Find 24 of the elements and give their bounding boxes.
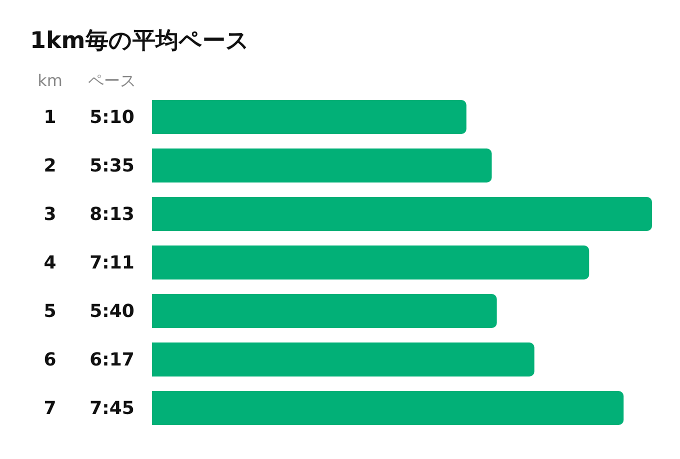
y-tick-label: 1 bbox=[44, 107, 56, 128]
data-label: 8:13 bbox=[90, 204, 134, 225]
data-label: 5:10 bbox=[90, 107, 134, 128]
y-tick-label: 7 bbox=[44, 398, 56, 419]
bar bbox=[152, 342, 534, 376]
y-tick-label: 3 bbox=[44, 204, 56, 225]
bar bbox=[152, 294, 497, 328]
y-tick-label: 2 bbox=[44, 156, 56, 176]
y-axis-title: km bbox=[38, 71, 62, 90]
y-tick-label: 4 bbox=[44, 252, 56, 274]
text: ペース bbox=[88, 71, 136, 90]
bar bbox=[152, 391, 624, 425]
y-tick-label: 5 bbox=[44, 301, 56, 322]
y-tick-label: 6 bbox=[44, 350, 56, 370]
chart-title: 1km毎の平均ペース bbox=[30, 28, 250, 54]
bar bbox=[152, 148, 492, 182]
data-label: 5:35 bbox=[90, 156, 134, 176]
data-label: 7:11 bbox=[90, 252, 134, 274]
bar bbox=[152, 197, 652, 231]
data-label: 6:17 bbox=[90, 350, 134, 370]
data-label: 7:45 bbox=[90, 398, 134, 419]
bar bbox=[152, 246, 590, 280]
bar bbox=[152, 100, 466, 134]
data-label: 5:40 bbox=[90, 301, 134, 322]
